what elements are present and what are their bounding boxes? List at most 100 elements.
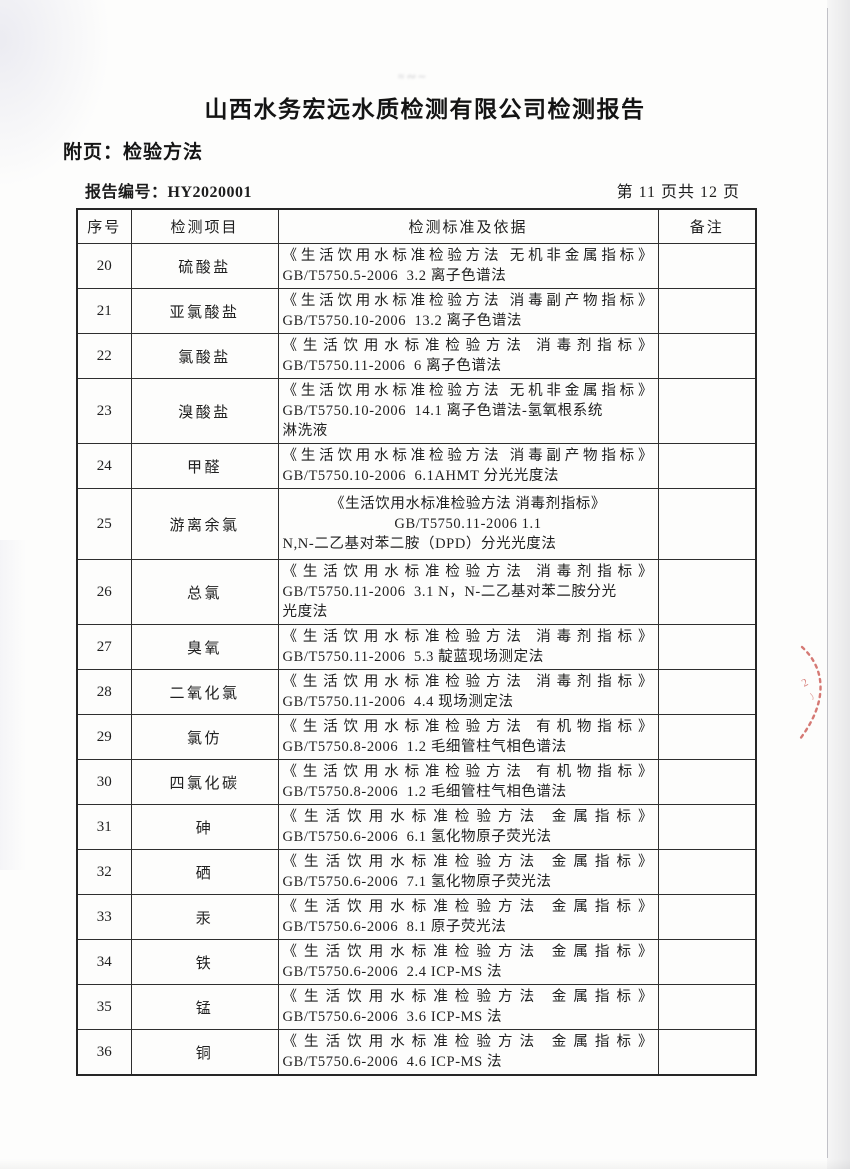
cell-serial-number: 20 [76, 243, 132, 289]
cell-standard-basis: 《生活饮用水标准检验方法 有机物指标》 GB/T5750.8-2006 1.2 毛… [277, 714, 659, 760]
standard-line: GB/T5750.8-2006 1.2 毛细管柱气相色谱法 [282, 739, 567, 755]
cell-standard-basis: 《生活饮用水标准检验方法 消毒剂指标》 GB/T5750.11-2006 1.1 N… [277, 488, 659, 560]
cell-serial-number: 22 [76, 333, 132, 379]
cell-serial-number: 27 [76, 624, 132, 670]
standard-line: GB/T5750.11-2006 3.1 N，N-二乙基对苯二胺分光 [282, 584, 617, 600]
cell-test-item: 硒 [130, 849, 279, 895]
table-row: 27 臭氧 《生活饮用水标准检验方法 消毒剂指标》 GB/T5750.11-2006 … [76, 624, 757, 670]
standard-line: 《生活饮用水标准检验方法 消毒剂指标》 [282, 338, 654, 354]
cell-test-item: 甲醛 [130, 443, 279, 489]
cell-serial-number: 33 [76, 894, 132, 940]
cell-standard-basis: 《生活饮用水标准检验方法 消毒副产物指标》 GB/T5750.10-2006 6.… [277, 443, 659, 489]
cell-standard-basis: 《生活饮用水标准检验方法 金属指标》 GB/T5750.6-2006 8.1 原子… [277, 894, 659, 940]
standard-line: 《生活饮用水标准检验方法 消毒副产物指标》 [282, 448, 654, 464]
standard-line: 《生活饮用水标准检验方法 消毒剂指标》 [282, 564, 654, 580]
cell-serial-number: 26 [76, 559, 132, 625]
cell-test-item: 游离余氯 [130, 488, 279, 560]
table-row: 24 甲醛 《生活饮用水标准检验方法 消毒副产物指标》 GB/T5750.10-200… [76, 443, 757, 489]
header-cell-remark: 备注 [657, 208, 757, 244]
page-indicator: 第 11 页共 12 页 [616, 184, 740, 201]
cell-remark [657, 849, 757, 895]
standard-line: N,N-二乙基对苯二胺（DPD）分光光度法 [282, 536, 557, 552]
standard-line: 《生活饮用水标准检验方法 有机物指标》 [282, 719, 654, 735]
cell-serial-number: 23 [76, 378, 132, 444]
cell-serial-number: 30 [76, 759, 132, 805]
standard-line: GB/T5750.10-2006 13.2 离子色谱法 [282, 313, 523, 329]
svg-text:丿: 丿 [807, 690, 819, 702]
cell-remark [657, 624, 757, 670]
header-cell-standard: 检测标准及依据 [277, 208, 659, 244]
svg-text:2: 2 [800, 676, 810, 689]
standard-line: GB/T5750.11-2006 4.4 现场测定法 [282, 694, 514, 710]
cell-serial-number: 32 [76, 849, 132, 895]
standard-line: 光度法 [282, 604, 328, 620]
table-row: 29 氯仿 《生活饮用水标准检验方法 有机物指标》 GB/T5750.8-2006 1… [76, 714, 757, 760]
cell-remark [657, 669, 757, 715]
cell-test-item: 铜 [130, 1029, 279, 1076]
cell-test-item: 硫酸盐 [130, 243, 279, 289]
cell-standard-basis: 《生活饮用水标准检验方法 金属指标》 GB/T5750.6-2006 7.1 氢化… [277, 849, 659, 895]
cell-standard-basis: 《生活饮用水标准检验方法 金属指标》 GB/T5750.6-2006 3.6 IC… [277, 984, 659, 1030]
cell-standard-basis: 《生活饮用水标准检验方法 金属指标》 GB/T5750.6-2006 4.6 IC… [277, 1029, 659, 1076]
cell-test-item: 锰 [130, 984, 279, 1030]
cell-test-item: 二氧化氯 [130, 669, 279, 715]
table-row: 20 硫酸盐 《生活饮用水标准检验方法 无机非金属指标》 GB/T5750.5-200… [76, 243, 757, 289]
cell-remark [657, 243, 757, 289]
cell-test-item: 总氯 [130, 559, 279, 625]
standard-line: GB/T5750.10-2006 14.1 离子色谱法-氢氧根系统 [282, 403, 603, 419]
table-row: 23 溴酸盐 《生活饮用水标准检验方法 无机非金属指标》 GB/T5750.10-20… [76, 378, 757, 444]
table-row: 33 汞《生活饮用水标准检验方法 金属指标》 GB/T5750.6-2006 8.1… [76, 894, 757, 940]
cell-test-item: 四氯化碳 [130, 759, 279, 805]
page-subtitle: 附页：检验方法 [63, 142, 204, 163]
report-number: 报告编号：HY2020001 [85, 178, 252, 202]
table-row: 34 铁《生活饮用水标准检验方法 金属指标》 GB/T5750.6-2006 2.4… [76, 939, 757, 985]
cell-remark [657, 378, 757, 444]
cell-test-item: 铁 [130, 939, 279, 985]
cell-serial-number: 34 [76, 939, 132, 985]
standard-line: GB/T5750.6-2006 6.1 氢化物原子荧光法 [282, 829, 552, 845]
standard-line: GB/T5750.6-2006 3.6 ICP-MS 法 [282, 1009, 503, 1025]
standard-line: GB/T5750.8-2006 1.2 毛细管柱气相色谱法 [282, 784, 567, 800]
cell-standard-basis: 《生活饮用水标准检验方法 无机非金属指标》 GB/T5750.5-2006 3.2… [277, 243, 659, 289]
faint-ink-smudge: ≈∾∼ [398, 71, 429, 83]
red-seal-partial-arc: 2 丿 [798, 645, 822, 741]
cell-remark [657, 759, 757, 805]
standard-line: GB/T5750.6-2006 7.1 氢化物原子荧光法 [282, 874, 552, 890]
table-row: 35 锰《生活饮用水标准检验方法 金属指标》 GB/T5750.6-2006 3.6… [76, 984, 757, 1030]
scan-bottom-shadow [0, 1159, 850, 1169]
cell-remark [657, 1029, 757, 1076]
standard-line: 《生活饮用水标准检验方法 消毒剂指标》 [282, 629, 654, 645]
cell-test-item: 氯酸盐 [130, 333, 279, 379]
cell-standard-basis: 《生活饮用水标准检验方法 无机非金属指标》 GB/T5750.10-2006 14… [277, 378, 659, 444]
cell-standard-basis: 《生活饮用水标准检验方法 金属指标》 GB/T5750.6-2006 2.4 IC… [277, 939, 659, 985]
standard-line: 《生活饮用水标准检验方法 金属指标》 [282, 854, 654, 870]
standard-line: 《生活饮用水标准检验方法 金属指标》 [282, 989, 654, 1005]
standard-line: 《生活饮用水标准检验方法 有机物指标》 [282, 764, 654, 780]
cell-remark [657, 288, 757, 334]
page-title: 山西水务宏远水质检测有限公司检测报告 [204, 96, 646, 122]
cell-test-item: 汞 [130, 894, 279, 940]
cell-standard-basis: 《生活饮用水标准检验方法 消毒剂指标》 GB/T5750.11-2006 5.3 … [277, 624, 659, 670]
cell-standard-basis: 《生活饮用水标准检验方法 金属指标》 GB/T5750.6-2006 6.1 氢化… [277, 804, 659, 850]
table-row: 22 氯酸盐 《生活饮用水标准检验方法 消毒剂指标》 GB/T5750.11-2006… [76, 333, 757, 379]
standard-line: GB/T5750.10-2006 6.1AHMT 分光光度法 [282, 468, 560, 484]
cell-remark [657, 488, 757, 560]
standard-line: 淋洗液 [282, 423, 328, 439]
report-number-label: 报告编号： [85, 184, 168, 201]
standard-line: GB/T5750.6-2006 2.4 ICP-MS 法 [282, 964, 503, 980]
cell-standard-basis: 《生活饮用水标准检验方法 有机物指标》 GB/T5750.8-2006 1.2 毛… [277, 759, 659, 805]
cell-remark [657, 333, 757, 379]
standard-line: GB/T5750.6-2006 8.1 原子荧光法 [282, 919, 507, 935]
scan-left-smudge [0, 540, 26, 870]
cell-test-item: 亚氯酸盐 [130, 288, 279, 334]
cell-standard-basis: 《生活饮用水标准检验方法 消毒副产物指标》 GB/T5750.10-2006 13… [277, 288, 659, 334]
standard-line: 《生活饮用水标准检验方法 金属指标》 [282, 1034, 654, 1050]
cell-serial-number: 21 [76, 288, 132, 334]
table-row: 25 游离余氯 《生活饮用水标准检验方法 消毒剂指标》 GB/T5750.11-200… [76, 488, 757, 560]
cell-remark [657, 443, 757, 489]
standard-line: GB/T5750.6-2006 4.6 ICP-MS 法 [282, 1054, 503, 1070]
table-row: 26 总氯 《生活饮用水标准检验方法 消毒剂指标》 GB/T5750.11-2006 … [76, 559, 757, 625]
standard-line: 《生活饮用水标准检验方法 无机非金属指标》 [282, 383, 654, 399]
cell-test-item: 溴酸盐 [130, 378, 279, 444]
standard-line: 《生活饮用水标准检验方法 无机非金属指标》 [282, 248, 654, 264]
